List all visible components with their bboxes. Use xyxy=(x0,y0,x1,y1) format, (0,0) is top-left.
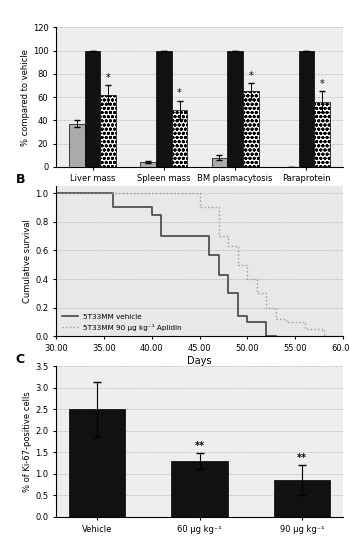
Bar xyxy=(274,480,330,517)
Bar xyxy=(299,51,314,167)
Bar xyxy=(140,162,156,167)
Bar xyxy=(100,95,116,167)
Text: B: B xyxy=(16,173,25,186)
X-axis label: Days: Days xyxy=(187,356,212,366)
Bar xyxy=(314,102,330,167)
Bar xyxy=(172,110,187,167)
Bar xyxy=(69,124,85,167)
Bar xyxy=(212,158,227,167)
Text: **: ** xyxy=(297,453,307,463)
Bar xyxy=(172,461,228,517)
Bar xyxy=(243,91,259,167)
Bar xyxy=(156,51,172,167)
Text: *: * xyxy=(106,73,111,83)
Legend: 5T33MM vehicle, 5T33MM 90 μg kg⁻¹ Aplidin: 5T33MM vehicle, 5T33MM 90 μg kg⁻¹ Aplidi… xyxy=(60,312,184,333)
Text: **: ** xyxy=(195,441,204,451)
Text: *: * xyxy=(177,88,182,98)
Bar xyxy=(85,51,100,167)
Y-axis label: % compared to vehicle: % compared to vehicle xyxy=(21,49,30,146)
Text: *: * xyxy=(248,71,253,81)
Bar xyxy=(69,410,125,517)
Bar xyxy=(227,51,243,167)
Text: C: C xyxy=(16,353,25,366)
Y-axis label: Cumulative survival: Cumulative survival xyxy=(23,219,32,303)
Text: *: * xyxy=(320,79,324,89)
Y-axis label: % of Ki-67-positive cells: % of Ki-67-positive cells xyxy=(23,391,32,492)
